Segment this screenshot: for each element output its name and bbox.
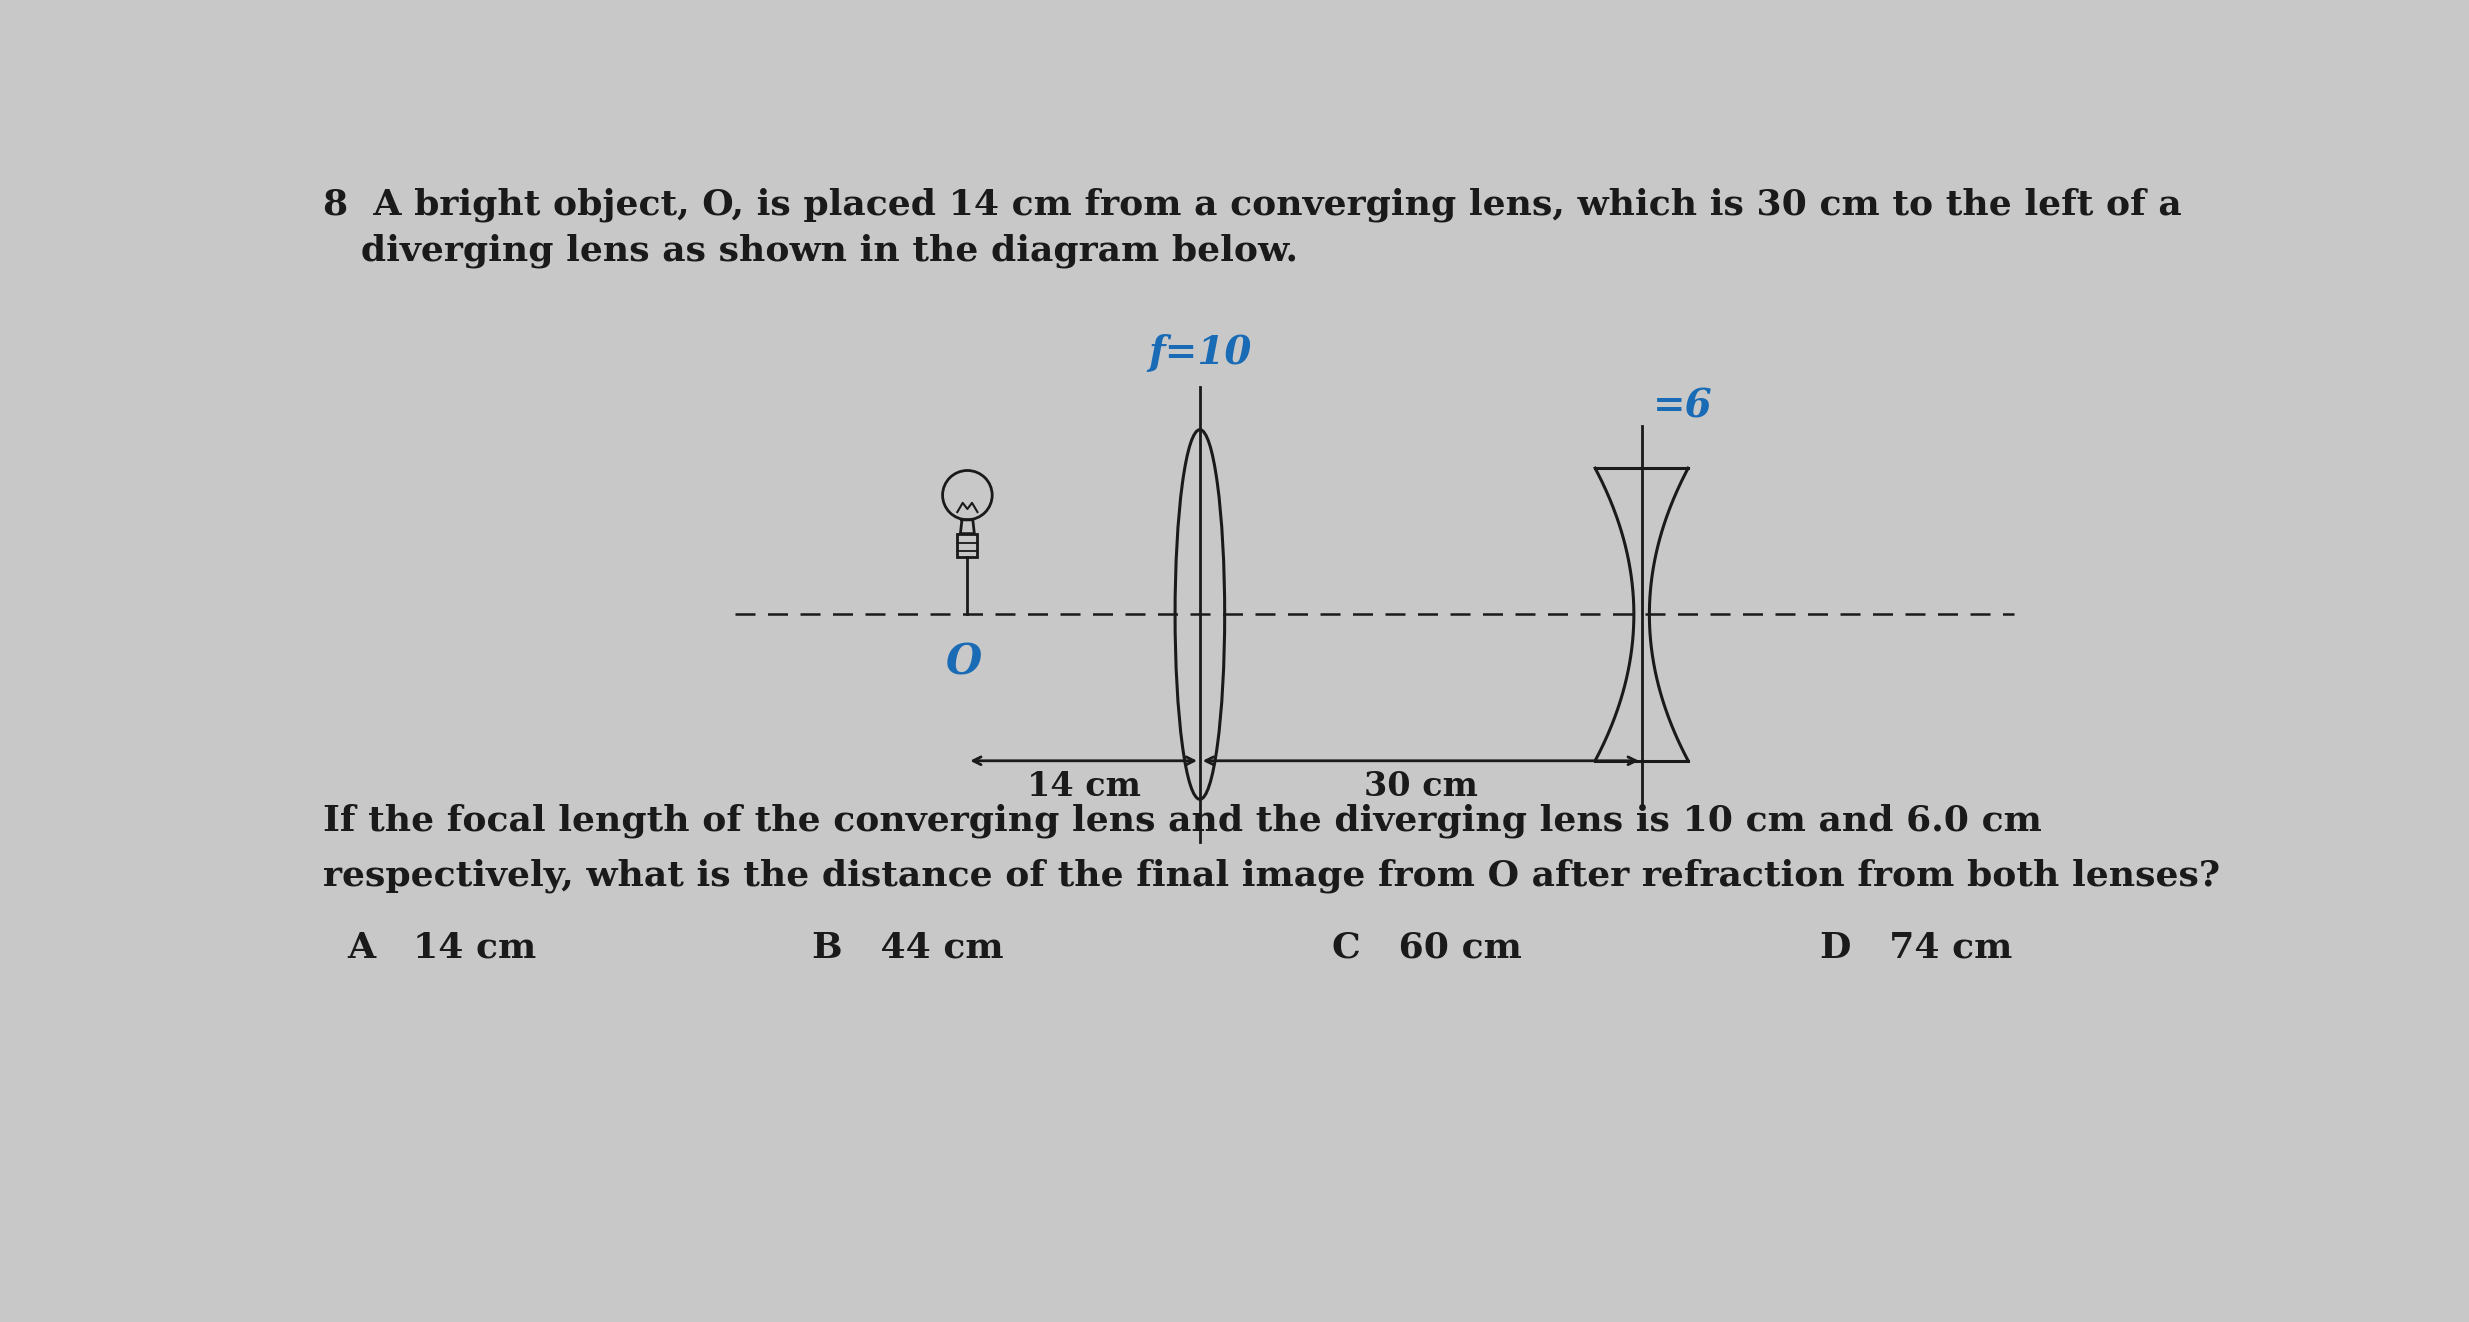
Text: diverging lens as shown in the diagram below.: diverging lens as shown in the diagram b…	[323, 233, 1299, 268]
Text: A   14 cm: A 14 cm	[348, 931, 536, 964]
Text: C   60 cm: C 60 cm	[1331, 931, 1521, 964]
Text: D   74 cm: D 74 cm	[1820, 931, 2012, 964]
Text: O: O	[946, 641, 983, 683]
Text: 8  A bright object, O, is placed 14 cm from a converging lens, which is 30 cm to: 8 A bright object, O, is placed 14 cm fr…	[323, 188, 2180, 222]
Text: 30 cm: 30 cm	[1363, 769, 1476, 802]
Bar	[958, 534, 978, 557]
Text: respectively, what is the distance of the final image from O after refraction fr: respectively, what is the distance of th…	[323, 858, 2220, 894]
Text: =6: =6	[1654, 387, 1713, 426]
Text: B   44 cm: B 44 cm	[812, 931, 1005, 964]
Text: If the focal length of the converging lens and the diverging lens is 10 cm and 6: If the focal length of the converging le…	[323, 804, 2042, 838]
Text: 14 cm: 14 cm	[1027, 769, 1141, 802]
Text: f=10: f=10	[1148, 334, 1252, 371]
